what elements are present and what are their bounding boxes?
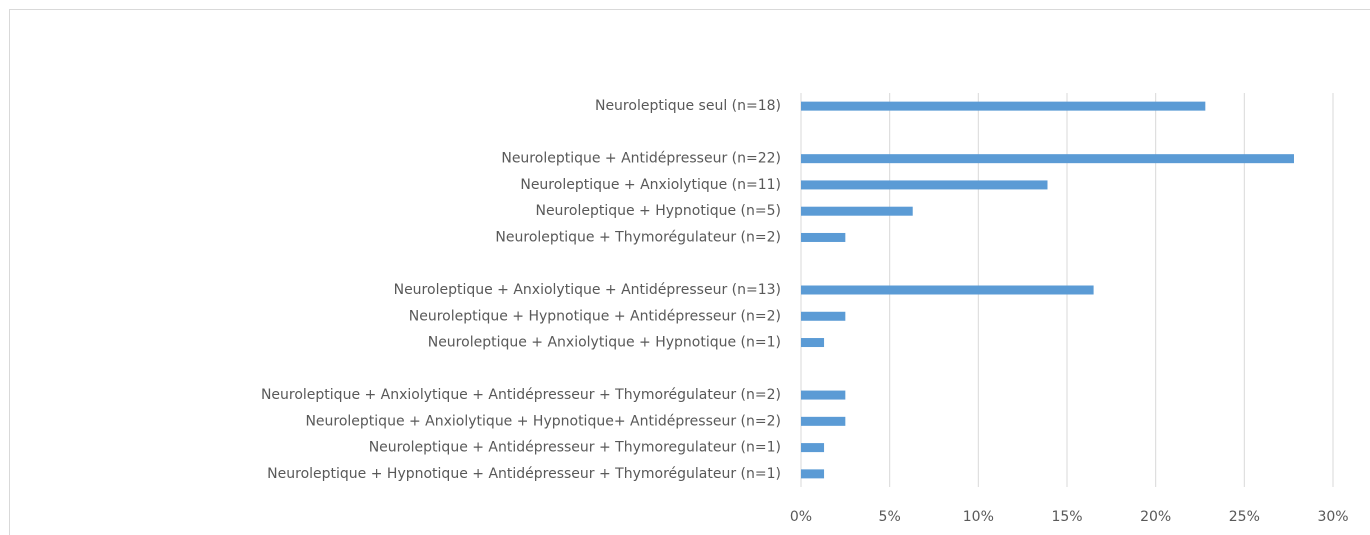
bar: [801, 154, 1294, 164]
x-tick-label: 15%: [1051, 509, 1082, 525]
x-tick-label: 30%: [1317, 509, 1348, 525]
bar: [801, 390, 846, 400]
bar: [801, 469, 825, 479]
bar: [801, 180, 1048, 190]
bar: [801, 206, 913, 216]
y-tick-label: Neuroleptique + Hypnotique + Antidépress…: [267, 466, 781, 482]
x-tick-label: 25%: [1229, 509, 1260, 525]
bar: [801, 285, 1094, 295]
y-tick-label: Neuroleptique + Hypnotique + Antidépress…: [409, 308, 781, 324]
y-tick-label: Neuroleptique + Anxiolytique + Antidépre…: [261, 387, 781, 403]
chart-frame: [9, 9, 1370, 535]
y-tick-label: Neuroleptique + Antidépresseur + Thymore…: [369, 440, 781, 456]
y-tick-label: Neuroleptique + Hypnotique (n=5): [535, 203, 781, 219]
y-tick-label: Neuroleptique + Anxiolytique + Hypnotiqu…: [428, 335, 781, 351]
y-tick-label: Neuroleptique + Anxiolytique + Antidépre…: [394, 282, 781, 298]
bar: [801, 416, 846, 426]
x-tick-label: 20%: [1140, 509, 1171, 525]
y-tick-label: Neuroleptique + Thymorégulateur (n=2): [495, 229, 781, 245]
y-tick-label: Neuroleptique + Anxiolytique + Hypnotiqu…: [305, 413, 781, 429]
y-tick-label: Neuroleptique + Antidépresseur (n=22): [501, 151, 781, 167]
bar: [801, 311, 846, 321]
bar: [801, 101, 1206, 111]
x-tick-label: 10%: [963, 509, 994, 525]
y-tick-label: Neuroleptique seul (n=18): [595, 98, 781, 114]
bar: [801, 443, 825, 453]
x-tick-label: 5%: [879, 509, 901, 525]
bar: [801, 338, 825, 348]
y-tick-label: Neuroleptique + Anxiolytique (n=11): [520, 177, 781, 193]
x-tick-label: 0%: [790, 509, 812, 525]
bar: [801, 232, 846, 242]
